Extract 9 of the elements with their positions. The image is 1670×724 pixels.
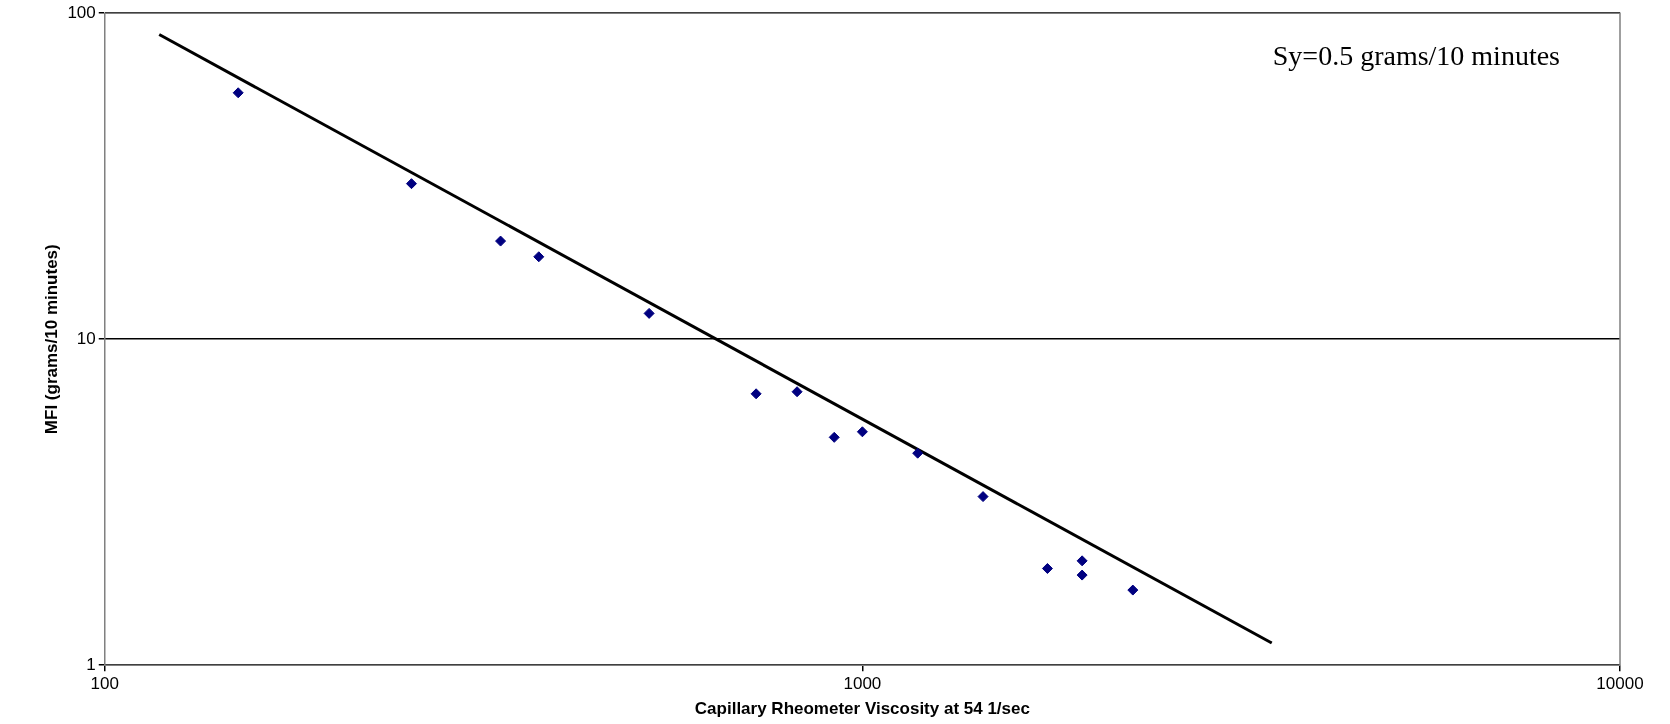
x-axis-title: Capillary Rheometer Viscosity at 54 1/sec bbox=[694, 699, 1030, 719]
x-tick-label: 10000 bbox=[1596, 674, 1644, 694]
annotation: Sy=0.5 grams/10 minutes bbox=[1272, 39, 1560, 71]
x-tick-label: 100 bbox=[90, 674, 119, 694]
y-axis-title: MFI (grams/10 minutes) bbox=[41, 244, 61, 435]
y-tick-label: 100 bbox=[67, 2, 96, 22]
x-tick-label: 1000 bbox=[843, 674, 882, 694]
y-tick-label: 10 bbox=[76, 328, 96, 348]
y-tick-label: 1 bbox=[86, 654, 96, 674]
